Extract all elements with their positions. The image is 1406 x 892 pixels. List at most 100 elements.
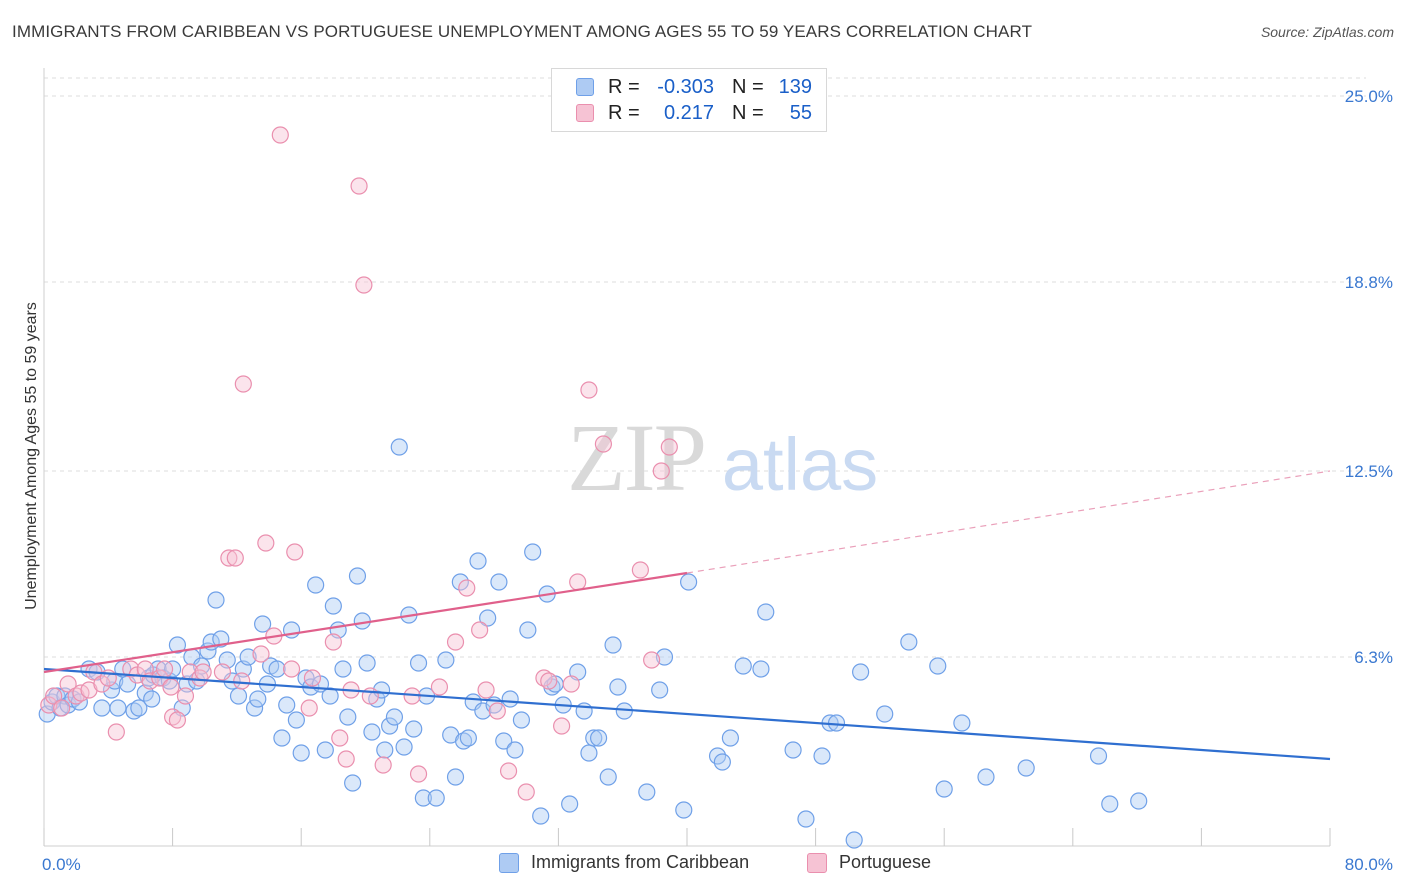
caribbean-point	[469, 552, 487, 570]
caribbean-point	[680, 573, 698, 591]
portuguese-point	[446, 633, 465, 651]
caribbean-point	[519, 621, 537, 639]
caribbean-point	[353, 612, 371, 630]
portuguese-point	[213, 663, 232, 681]
caribbean-point	[506, 741, 524, 759]
caribbean-point	[437, 651, 455, 669]
y-tick-label: 25.0%	[1345, 87, 1393, 106]
legend-swatch-portuguese	[576, 104, 594, 122]
caribbean-point	[344, 774, 362, 792]
y-axis-label: Unemployment Among Ages 55 to 59 years	[23, 302, 40, 610]
portuguese-point	[350, 177, 368, 195]
portuguese-point	[324, 633, 342, 651]
caribbean-point	[713, 753, 731, 771]
caribbean-point	[585, 729, 603, 747]
legend-n-value-caribbean: 139	[778, 75, 812, 98]
caribbean-point	[409, 654, 428, 672]
series-legend-caribbean: Immigrants from Caribbean	[499, 852, 749, 873]
portuguese-point	[643, 651, 661, 669]
portuguese-point	[162, 678, 180, 696]
caribbean-point	[734, 657, 752, 675]
caribbean-point	[852, 663, 870, 681]
caribbean-point	[609, 678, 627, 696]
legend-r-value-portuguese: 0.217	[663, 101, 714, 124]
caribbean-point	[245, 699, 264, 717]
portuguese-point	[331, 729, 349, 747]
portuguese-point	[355, 276, 373, 294]
caribbean-point	[524, 543, 542, 561]
series-legend-swatch-portuguese	[807, 852, 827, 873]
caribbean-point	[604, 636, 622, 654]
portuguese-point	[226, 549, 244, 567]
caribbean-point	[900, 633, 918, 651]
portuguese-point	[155, 660, 174, 678]
caribbean-point	[1101, 795, 1119, 813]
portuguese-point	[535, 669, 553, 687]
y-tick-label: 6.3%	[1354, 648, 1393, 667]
caribbean-point	[935, 780, 953, 798]
legend-n-label: N =	[732, 101, 764, 124]
portuguese-point	[45, 687, 63, 705]
legend-r-label: R =	[608, 75, 640, 98]
portuguese-point	[594, 435, 613, 453]
caribbean-point	[845, 831, 863, 849]
caribbean-point	[757, 603, 775, 621]
gridlines	[44, 77, 1366, 658]
caribbean-point	[1130, 792, 1148, 810]
caribbean-point	[501, 690, 519, 708]
caribbean-point	[292, 744, 310, 762]
caribbean-point	[929, 657, 947, 675]
caribbean-point	[1017, 759, 1035, 777]
caribbean-point	[446, 768, 465, 786]
portuguese-point	[164, 708, 182, 726]
caribbean-point	[1089, 747, 1108, 765]
caribbean-point	[143, 690, 161, 708]
portuguese-point	[430, 678, 449, 696]
portuguese-point	[488, 702, 506, 720]
caribbean-point	[427, 789, 445, 807]
legend-r-label: R =	[608, 101, 640, 124]
portuguese-point	[499, 762, 518, 780]
zipatlas-watermark: ZIP atlas	[567, 404, 878, 511]
caribbean-point	[638, 783, 656, 801]
tick-labels: 6.3% 12.5% 18.8% 25.0% 0.0% 80.0%	[42, 87, 1393, 874]
caribbean-point	[655, 648, 674, 666]
portuguese-point	[562, 675, 580, 693]
source-attribution: Source: ZipAtlas.com	[1260, 24, 1394, 40]
caribbean-point	[334, 660, 352, 678]
portuguese-point	[233, 672, 251, 690]
caribbean-point	[580, 744, 598, 762]
caribbean-point	[752, 660, 770, 678]
caribbean-point	[451, 573, 469, 591]
correlation-legend: R = -0.303 N = 139 R = 0.217 N = 55	[551, 68, 827, 132]
portuguese-point	[168, 711, 187, 729]
portuguese-point	[194, 663, 212, 681]
legend-row-caribbean: R = -0.303 N = 139	[576, 75, 812, 99]
portuguese-point	[553, 717, 571, 735]
caribbean-point	[977, 768, 995, 786]
caribbean-point	[651, 681, 669, 699]
portuguese-point	[300, 699, 318, 717]
caribbean-point	[490, 573, 508, 591]
caribbean-point	[512, 711, 531, 729]
portuguese-point	[40, 696, 58, 714]
caribbean-point	[876, 705, 894, 723]
portuguese-point	[458, 579, 476, 597]
caribbean-point	[316, 741, 334, 759]
caribbean-point	[168, 636, 187, 654]
caribbean-point	[249, 690, 267, 708]
caribbean-point	[363, 723, 381, 741]
series-legend: Immigrants from Caribbean Portuguese	[0, 852, 1406, 876]
watermark-atlas: atlas	[722, 423, 878, 506]
portuguese-point	[569, 573, 587, 591]
chart-title: IMMIGRANTS FROM CARIBBEAN VS PORTUGUESE …	[12, 22, 1033, 41]
portuguese-point	[374, 756, 392, 774]
caribbean-point	[784, 741, 802, 759]
x-tick-label-min: 0.0%	[42, 855, 81, 874]
caribbean-point	[268, 660, 286, 678]
caribbean-point	[297, 669, 315, 687]
watermark-zip: ZIP	[567, 404, 705, 511]
caribbean-point	[278, 696, 296, 714]
portuguese-point	[176, 687, 195, 705]
